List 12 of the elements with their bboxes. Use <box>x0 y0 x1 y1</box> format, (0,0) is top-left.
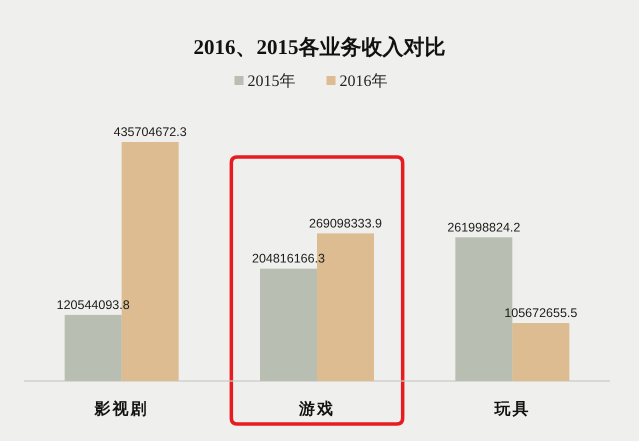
x-tick-label: 影视剧 <box>94 401 149 418</box>
data-label: 120544093.8 <box>56 298 130 312</box>
data-label: 261998824.2 <box>447 220 520 234</box>
x-tick-label: 玩具 <box>494 401 530 418</box>
data-label: 435704672.3 <box>114 125 187 139</box>
legend-label: 2016年 <box>340 73 388 90</box>
data-label: 269098333.9 <box>309 216 382 230</box>
title: 2016、2015各业务收入对比 <box>194 35 446 59</box>
data-label: 105672655.5 <box>504 306 578 320</box>
legend-label: 2015年 <box>248 73 296 90</box>
x-tick-label: 游戏 <box>299 401 335 418</box>
data-label: 204816166.3 <box>252 252 325 266</box>
